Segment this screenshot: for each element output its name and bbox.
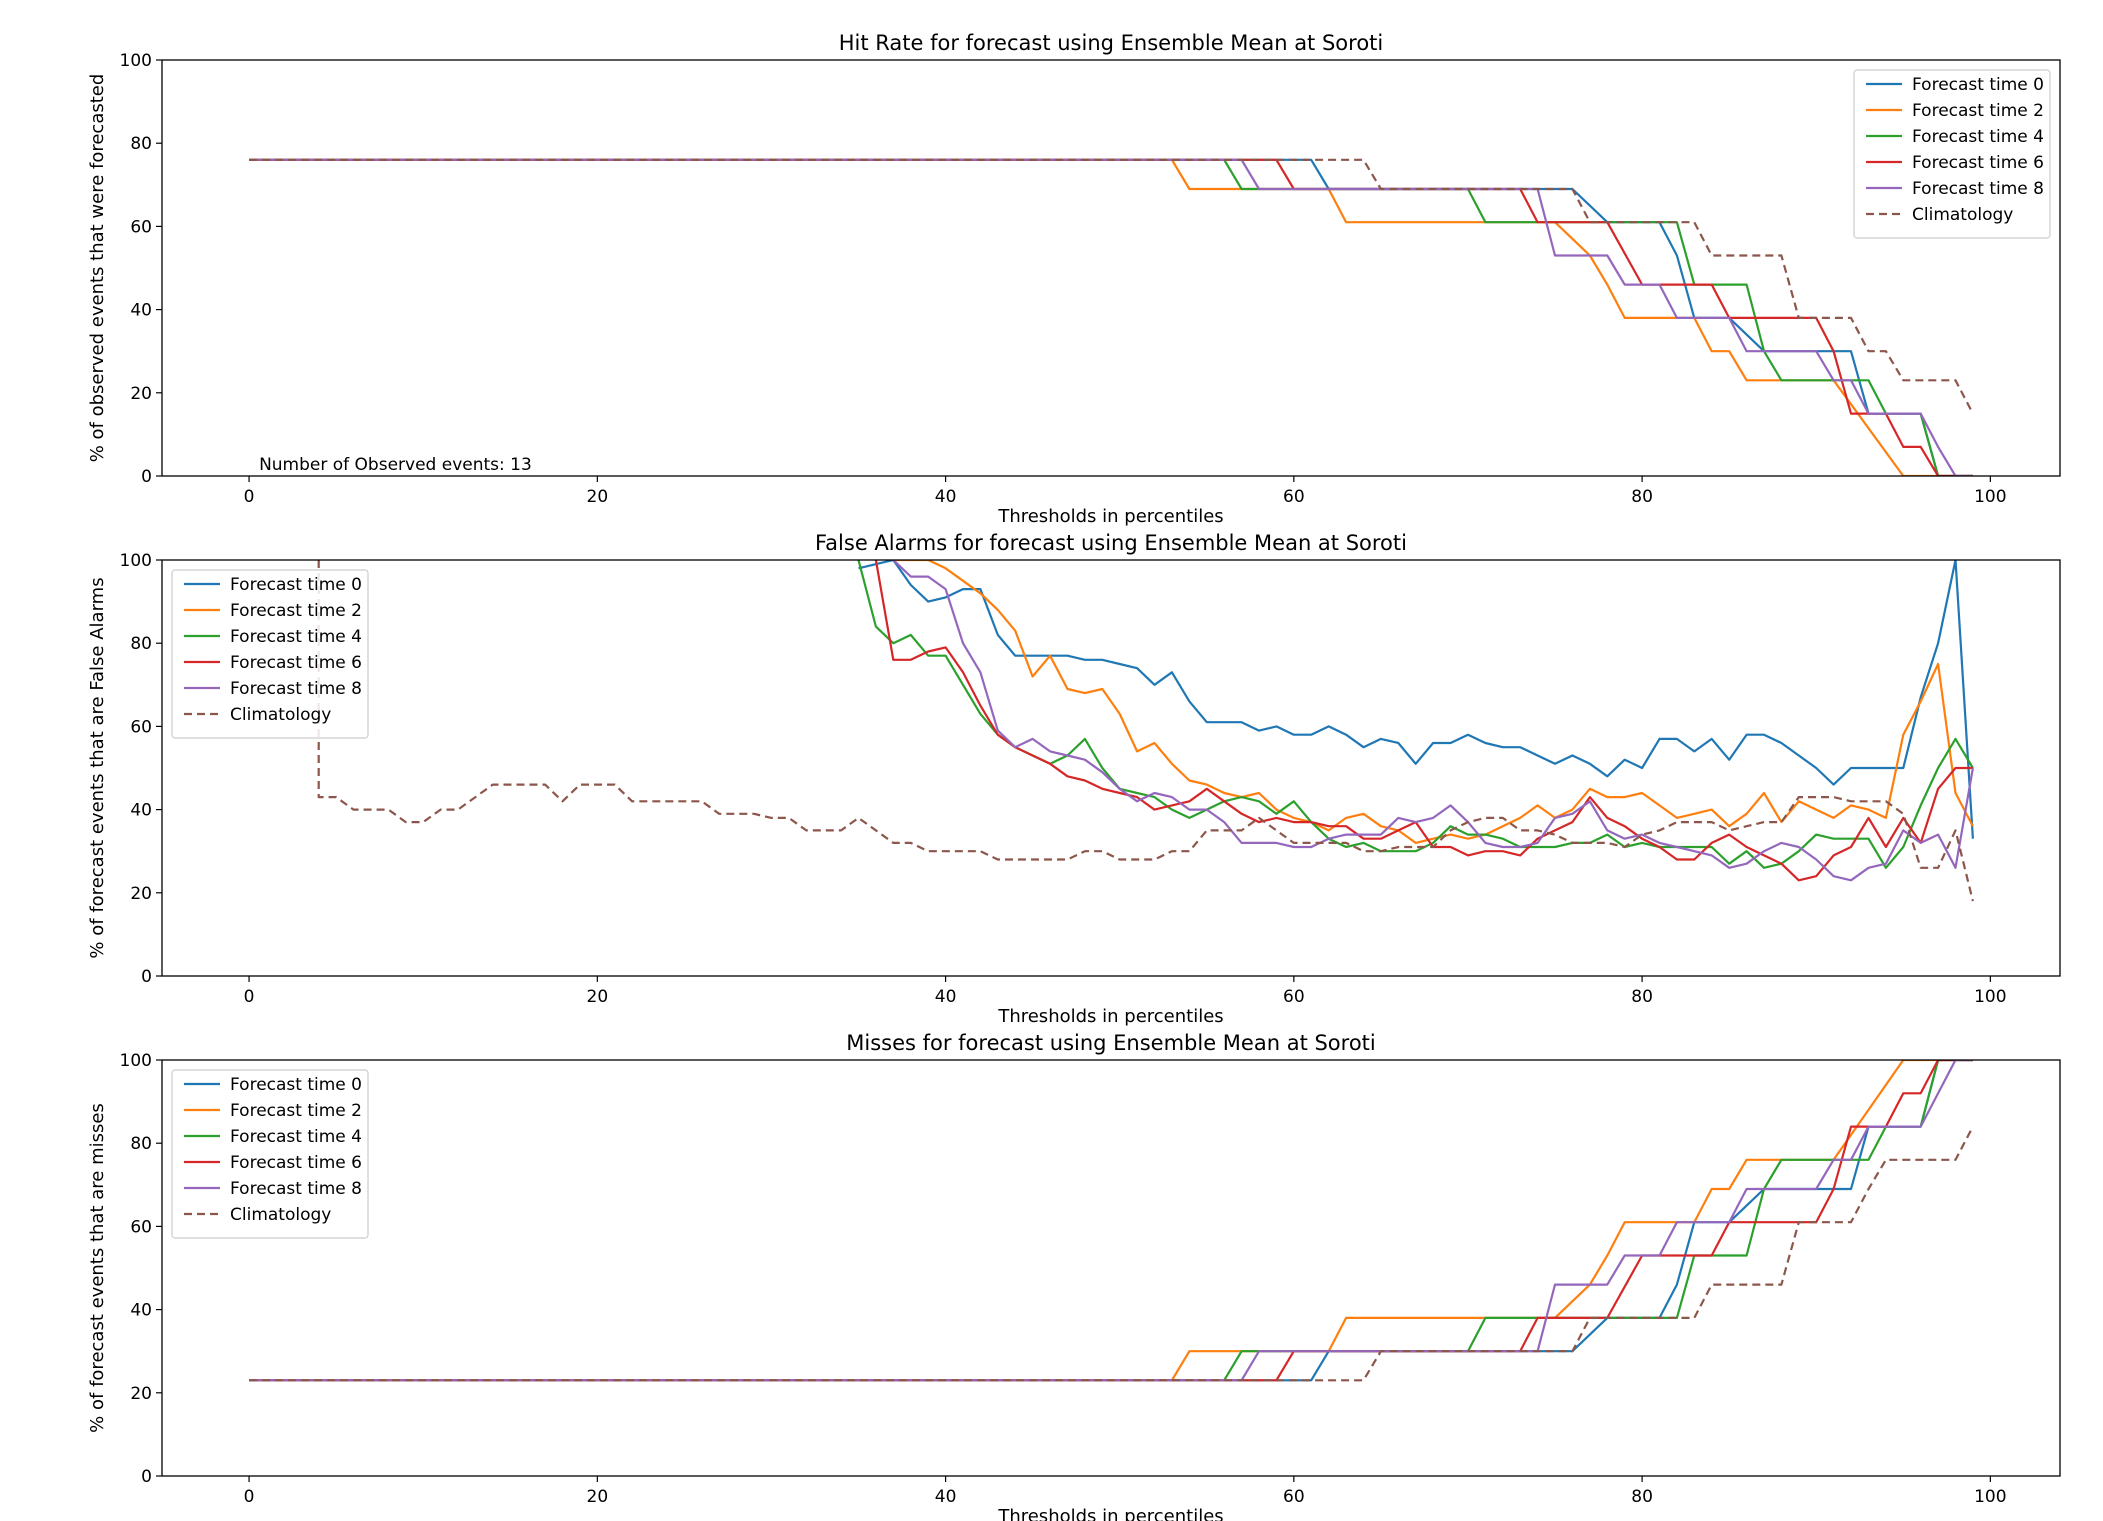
x-tick-label: 80 — [1631, 487, 1653, 507]
y-tick-label: 80 — [130, 1134, 152, 1154]
y-axis-label: % of forecast events that are misses — [87, 1103, 108, 1433]
y-tick-label: 20 — [130, 1384, 152, 1404]
y-tick-label: 40 — [130, 301, 152, 321]
series-line-2 — [249, 1060, 1973, 1382]
y-tick-label: 100 — [120, 1051, 152, 1071]
series-line-5 — [249, 1126, 1974, 1382]
y-tick-label: 20 — [130, 884, 152, 904]
series-line-4 — [249, 158, 1973, 476]
y-tick-label: 100 — [120, 51, 152, 71]
x-tick-label: 80 — [1631, 1487, 1653, 1507]
y-tick-label: 20 — [130, 384, 152, 404]
series-line-0 — [858, 560, 1974, 839]
chart-title: False Alarms for forecast using Ensemble… — [815, 531, 1407, 555]
x-axis-label: Thresholds in percentiles — [997, 1006, 1223, 1027]
legend-label: Forecast time 6 — [1912, 153, 2044, 173]
legend-label: Forecast time 4 — [230, 1127, 362, 1147]
chart-0: 0 20 40 60 80 100 0 20 40 60 80 100 Hit Rate for for… — [87, 31, 2061, 527]
x-tick-label: 60 — [1283, 987, 1305, 1007]
x-tick-label: 80 — [1631, 987, 1653, 1007]
x-tick-label: 40 — [935, 1487, 957, 1507]
chart-2: 0 20 40 60 80 100 0 20 40 60 80 100 Misses for forec… — [87, 1031, 2061, 1521]
x-tick-label: 100 — [1974, 987, 2006, 1007]
series-line-0 — [249, 1060, 1973, 1382]
legend-label: Forecast time 2 — [1912, 101, 2044, 121]
annotation-text: Number of Observed events: 13 — [259, 455, 532, 475]
legend-label: Forecast time 6 — [230, 653, 362, 673]
chart-title: Misses for forecast using Ensemble Mean … — [846, 1031, 1376, 1055]
legend-label: Forecast time 0 — [1912, 75, 2044, 95]
series-line-5 — [249, 158, 1974, 415]
legend: Forecast time 0 Forecast time 2 Forecast t… — [1853, 69, 2051, 239]
y-tick-label: 100 — [120, 551, 152, 571]
y-tick-label: 60 — [130, 217, 152, 237]
legend-label: Forecast time 2 — [230, 601, 362, 621]
legend-label: Forecast time 8 — [230, 679, 362, 699]
legend-label: Forecast time 0 — [230, 575, 362, 595]
legend: Forecast time 0 Forecast time 2 Forecast t… — [171, 1069, 369, 1239]
plot-frame — [161, 59, 2061, 477]
x-tick-label: 20 — [587, 487, 609, 507]
legend-label: Forecast time 6 — [230, 1153, 362, 1173]
x-tick-label: 40 — [935, 987, 957, 1007]
y-tick-label: 0 — [141, 1467, 152, 1487]
chart-1: 0 20 40 60 80 100 0 20 40 60 80 100 False Alarms for… — [87, 531, 2061, 1027]
legend-box — [1853, 69, 2051, 239]
chart-title: Hit Rate for forecast using Ensemble Mea… — [839, 31, 1384, 55]
x-axis-label: Thresholds in percentiles — [997, 506, 1223, 527]
x-tick-label: 20 — [587, 987, 609, 1007]
legend-label: Forecast time 8 — [1912, 179, 2044, 199]
legend-label: Forecast time 4 — [1912, 127, 2044, 147]
legend-label: Forecast time 8 — [230, 1179, 362, 1199]
x-tick-label: 20 — [587, 1487, 609, 1507]
x-tick-label: 0 — [244, 987, 255, 1007]
legend-box — [171, 1069, 369, 1239]
series-line-4 — [892, 560, 1974, 882]
y-tick-label: 80 — [130, 634, 152, 654]
series-line-1 — [893, 560, 1974, 845]
y-tick-label: 40 — [130, 1301, 152, 1321]
series-line-3 — [874, 560, 1973, 882]
x-tick-label: 100 — [1974, 1487, 2006, 1507]
legend-label: Forecast time 0 — [230, 1075, 362, 1095]
legend-label: Climatology — [230, 705, 331, 725]
legend-box — [171, 569, 369, 739]
x-tick-label: 0 — [244, 1487, 255, 1507]
x-tick-label: 60 — [1283, 1487, 1305, 1507]
series-line-1 — [249, 1060, 1973, 1382]
x-tick-label: 60 — [1283, 487, 1305, 507]
plot-frame — [161, 1059, 2061, 1477]
series-line-3 — [249, 1060, 1973, 1382]
legend-label: Forecast time 2 — [230, 1101, 362, 1121]
y-axis-label: % of observed events that were forecaste… — [87, 74, 108, 463]
x-tick-label: 100 — [1974, 487, 2006, 507]
y-tick-label: 0 — [141, 967, 152, 987]
legend-label: Climatology — [230, 1205, 331, 1225]
series-group — [249, 158, 1974, 476]
y-axis-label: % of forecast events that are False Alar… — [87, 577, 108, 958]
x-axis-label: Thresholds in percentiles — [997, 1506, 1223, 1521]
series-line-5 — [317, 560, 1974, 902]
legend-label: Forecast time 4 — [230, 627, 362, 647]
y-tick-label: 60 — [130, 717, 152, 737]
plot-frame — [161, 559, 2061, 977]
y-tick-label: 60 — [130, 1217, 152, 1237]
legend: Forecast time 0 Forecast time 2 Forecast t… — [171, 569, 369, 739]
series-group — [249, 1060, 1974, 1382]
y-tick-label: 0 — [141, 467, 152, 487]
y-tick-label: 40 — [130, 801, 152, 821]
x-tick-label: 0 — [244, 487, 255, 507]
y-tick-label: 80 — [130, 134, 152, 154]
series-group — [317, 560, 1974, 902]
x-tick-label: 40 — [935, 487, 957, 507]
series-line-4 — [249, 1060, 1973, 1382]
legend-label: Climatology — [1912, 205, 2013, 225]
